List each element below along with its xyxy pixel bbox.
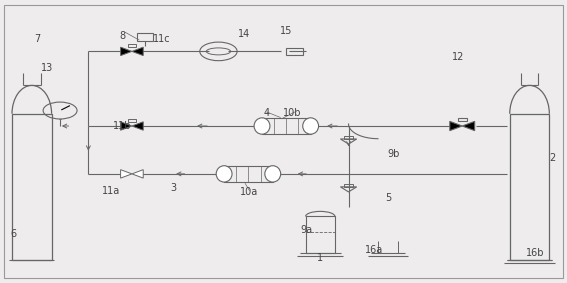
Bar (128, 119, 136, 122)
Ellipse shape (303, 118, 319, 134)
Text: 11a: 11a (102, 186, 120, 196)
Bar (286, 48, 303, 55)
Text: 7: 7 (35, 34, 41, 44)
Polygon shape (462, 121, 475, 131)
Bar (345, 136, 353, 139)
Polygon shape (450, 121, 462, 131)
Bar (458, 118, 467, 121)
Bar (128, 44, 136, 47)
Text: 15: 15 (280, 26, 293, 36)
Polygon shape (132, 47, 143, 55)
Text: 13: 13 (41, 63, 53, 73)
Text: 2: 2 (549, 153, 555, 163)
Polygon shape (132, 170, 143, 178)
Text: 3: 3 (170, 183, 176, 193)
Text: 9a: 9a (300, 225, 312, 235)
Polygon shape (121, 170, 132, 178)
Text: 11b: 11b (113, 121, 132, 131)
Text: 16a: 16a (365, 245, 383, 255)
Text: 9b: 9b (388, 149, 400, 159)
Bar (137, 33, 153, 41)
Polygon shape (121, 47, 132, 55)
Text: 8: 8 (119, 31, 125, 41)
Polygon shape (121, 122, 132, 130)
Text: 10b: 10b (283, 108, 301, 118)
Text: 16b: 16b (526, 248, 544, 258)
Text: 10a: 10a (240, 187, 259, 197)
Bar (12, 114, 52, 260)
Text: 1: 1 (317, 253, 323, 263)
Ellipse shape (265, 166, 281, 182)
Bar (345, 184, 353, 187)
Text: 6: 6 (10, 230, 16, 239)
Text: 14: 14 (238, 29, 250, 40)
Bar (306, 216, 335, 253)
Bar (510, 114, 549, 260)
Bar (224, 166, 273, 182)
Text: 4: 4 (264, 108, 269, 118)
Polygon shape (132, 122, 143, 130)
Bar (262, 118, 311, 134)
Text: 5: 5 (385, 193, 391, 203)
Text: 11c: 11c (153, 34, 171, 44)
Ellipse shape (254, 118, 270, 134)
Ellipse shape (216, 166, 232, 182)
Text: 12: 12 (451, 52, 464, 62)
